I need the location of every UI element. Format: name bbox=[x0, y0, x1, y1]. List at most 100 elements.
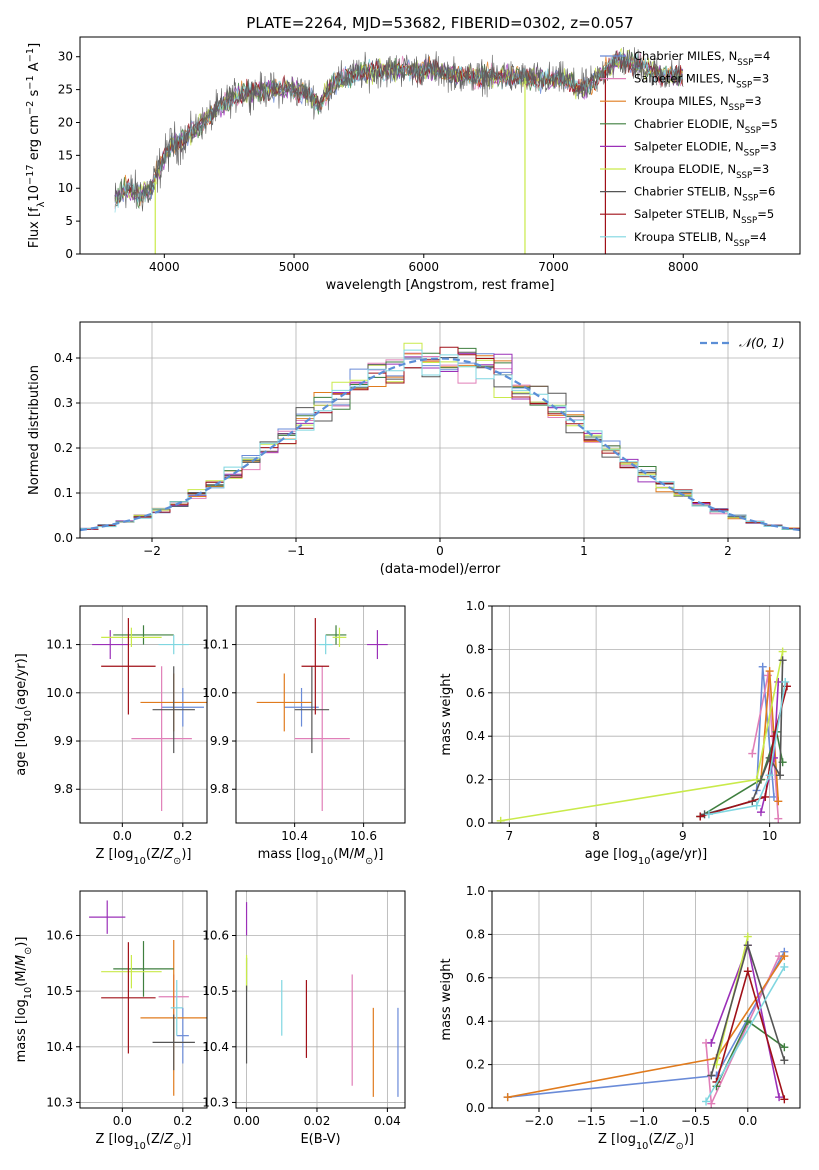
y-tick-label: 10.6 bbox=[46, 929, 73, 943]
panel-age_vs_Z: 0.0 0.2 9.8 9.9 10.0 10.1 Z [log10(Z/Z⊙)] age [… bbox=[14, 605, 208, 867]
legend-label-chabrier_stelib: Chabrier STELIB, NSSP=6 bbox=[634, 185, 775, 204]
y-tick-label: 10.3 bbox=[202, 1095, 229, 1109]
y-tick-label: 0.2 bbox=[466, 773, 485, 787]
normal-curve bbox=[80, 357, 800, 532]
x-tick-label: 7 bbox=[506, 829, 514, 843]
y-tick-label: 9.9 bbox=[54, 734, 73, 748]
y-tick-label: 25 bbox=[58, 83, 73, 97]
y-tick-label: 10.3 bbox=[46, 1095, 73, 1109]
observed-spectrum bbox=[114, 46, 684, 212]
weight-line-chabrier_miles bbox=[507, 951, 786, 1098]
legend-label-kroupa_elodie: Kroupa ELODIE, NSSP=3 bbox=[634, 162, 769, 181]
axes-frame bbox=[79, 321, 801, 539]
weight-line-kroupa_stelib bbox=[708, 681, 787, 816]
x-tick-label: 0 bbox=[436, 544, 444, 558]
panel-weight_vs_age: 7 8 9 10 0.0 0.2 0.4 0.6 0.8 1.0 age [log10(age/yr… bbox=[439, 599, 801, 867]
y-tick-label: 0.1 bbox=[54, 486, 73, 500]
x-tick-label: 6000 bbox=[409, 260, 440, 274]
x-tick-label: −1.5 bbox=[577, 1114, 606, 1128]
x-tick-label: −1 bbox=[287, 544, 305, 558]
y-tick-label: 10 bbox=[58, 181, 73, 195]
x-axis-label: Z [log10(Z/Z⊙)] bbox=[96, 1132, 192, 1152]
y-tick-label: 0.0 bbox=[54, 531, 73, 545]
axes-frame bbox=[491, 890, 801, 1109]
y-tick-label: 15 bbox=[58, 148, 73, 162]
legend: 𝒩(0, 1) bbox=[700, 335, 785, 350]
legend-label-kroupa_miles: Kroupa MILES, NSSP=3 bbox=[634, 94, 762, 113]
y-axis-label: age [log10(age/yr)] bbox=[14, 653, 34, 776]
legend-label-chabrier_miles: Chabrier MILES, NSSP=4 bbox=[634, 49, 770, 68]
x-tick-label: 0.0 bbox=[738, 1114, 757, 1128]
legend-label-salpeter_miles: Salpeter MILES, NSSP=3 bbox=[634, 72, 769, 91]
x-tick-label: 10 bbox=[762, 829, 777, 843]
y-axis-label: Flux [fλ10−17 erg cm−2 s−1 A−1] bbox=[25, 43, 47, 248]
plot-area bbox=[256, 618, 388, 811]
y-tick-label: 10.6 bbox=[202, 929, 229, 943]
x-tick-label: 10.6 bbox=[350, 829, 377, 843]
axes-frame bbox=[79, 890, 208, 1109]
panel-mass_vs_ebv: 0.00 0.02 0.04 10.3 10.4 10.5 10.6 E(B-V) bbox=[202, 890, 406, 1147]
axes-frame bbox=[235, 890, 406, 1109]
x-axis-label: age [log10(age/yr)] bbox=[585, 847, 708, 867]
x-tick-label: −2 bbox=[143, 544, 161, 558]
x-axis-label: wavelength [Angstrom, rest frame] bbox=[326, 278, 555, 293]
x-tick-label: 0.2 bbox=[173, 1114, 192, 1128]
weight-line-kroupa_stelib bbox=[705, 966, 785, 1102]
y-tick-label: 0.6 bbox=[466, 971, 485, 985]
panel-age_vs_mass: 10.4 10.6 9.8 9.9 10.0 10.1 mass [log10(M/M⊙)] bbox=[202, 605, 406, 867]
plot-area bbox=[114, 46, 684, 254]
legend-label-salpeter_stelib: Salpeter STELIB, NSSP=5 bbox=[634, 207, 774, 226]
y-tick-label: 10.4 bbox=[46, 1040, 73, 1054]
y-tick-label: 0.6 bbox=[466, 686, 485, 700]
y-tick-label: 0.4 bbox=[466, 729, 485, 743]
weight-line-salpeter_stelib bbox=[715, 968, 786, 1100]
plot-area bbox=[80, 342, 800, 532]
legend-label-kroupa_stelib: Kroupa STELIB, NSSP=4 bbox=[634, 230, 767, 249]
y-tick-label: 0.0 bbox=[466, 816, 485, 830]
y-tick-label: 0.2 bbox=[466, 1058, 485, 1072]
plot-area bbox=[89, 900, 207, 1096]
axes-frame bbox=[79, 36, 801, 255]
x-axis-label: (data-model)/error bbox=[380, 562, 501, 577]
x-tick-label: 7000 bbox=[538, 260, 569, 274]
x-tick-label: −1.0 bbox=[629, 1114, 658, 1128]
y-tick-label: 10.5 bbox=[202, 984, 229, 998]
x-tick-label: 0.04 bbox=[374, 1114, 401, 1128]
y-axis-label: mass weight bbox=[439, 958, 454, 1040]
x-tick-label: 1 bbox=[580, 544, 588, 558]
y-tick-label: 0.3 bbox=[54, 396, 73, 410]
x-tick-label: 0.0 bbox=[113, 1114, 132, 1128]
y-tick-label: 0.8 bbox=[466, 642, 485, 656]
figure-title: PLATE=2264, MJD=53682, FIBERID=0302, z=0… bbox=[246, 14, 633, 32]
y-tick-label: 1.0 bbox=[466, 884, 485, 898]
y-tick-label: 10.5 bbox=[46, 984, 73, 998]
y-tick-label: 0.8 bbox=[466, 927, 485, 941]
x-tick-label: 0.0 bbox=[113, 829, 132, 843]
x-tick-label: 0.00 bbox=[233, 1114, 260, 1128]
y-tick-label: 0.4 bbox=[466, 1014, 485, 1028]
y-tick-label: 0.4 bbox=[54, 351, 73, 365]
x-axis-label: Z [log10(Z/Z⊙)] bbox=[96, 847, 192, 867]
x-tick-label: 5000 bbox=[279, 260, 310, 274]
y-tick-label: 9.9 bbox=[210, 734, 229, 748]
x-tick-label: 8000 bbox=[668, 260, 699, 274]
y-tick-label: 0.2 bbox=[54, 441, 73, 455]
x-tick-label: 9 bbox=[679, 829, 687, 843]
x-axis-label: E(B-V) bbox=[300, 1132, 340, 1147]
y-tick-label: 10.0 bbox=[46, 686, 73, 700]
x-axis-label: mass [log10(M/M⊙)] bbox=[258, 847, 384, 867]
x-tick-label: 10.4 bbox=[281, 829, 308, 843]
x-tick-label: 2 bbox=[724, 544, 732, 558]
legend-label-chabrier_elodie: Chabrier ELODIE, NSSP=5 bbox=[634, 117, 778, 136]
panel-weight_vs_Z: −2.0 −1.5 −1.0 −0.5 0.0 0.0 0.2 0.4 0.6 0.8 1.0 Z [… bbox=[439, 884, 801, 1152]
axes-frame bbox=[79, 605, 208, 824]
plot-area bbox=[503, 932, 789, 1108]
legend-label-normal: 𝒩(0, 1) bbox=[739, 335, 785, 350]
y-tick-label: 0.0 bbox=[466, 1101, 485, 1115]
axes-frame bbox=[491, 605, 801, 824]
x-tick-label: 0.02 bbox=[304, 1114, 331, 1128]
x-tick-label: −2.0 bbox=[524, 1114, 553, 1128]
x-tick-label: 0.2 bbox=[173, 829, 192, 843]
y-axis-label: mass weight bbox=[439, 673, 454, 755]
